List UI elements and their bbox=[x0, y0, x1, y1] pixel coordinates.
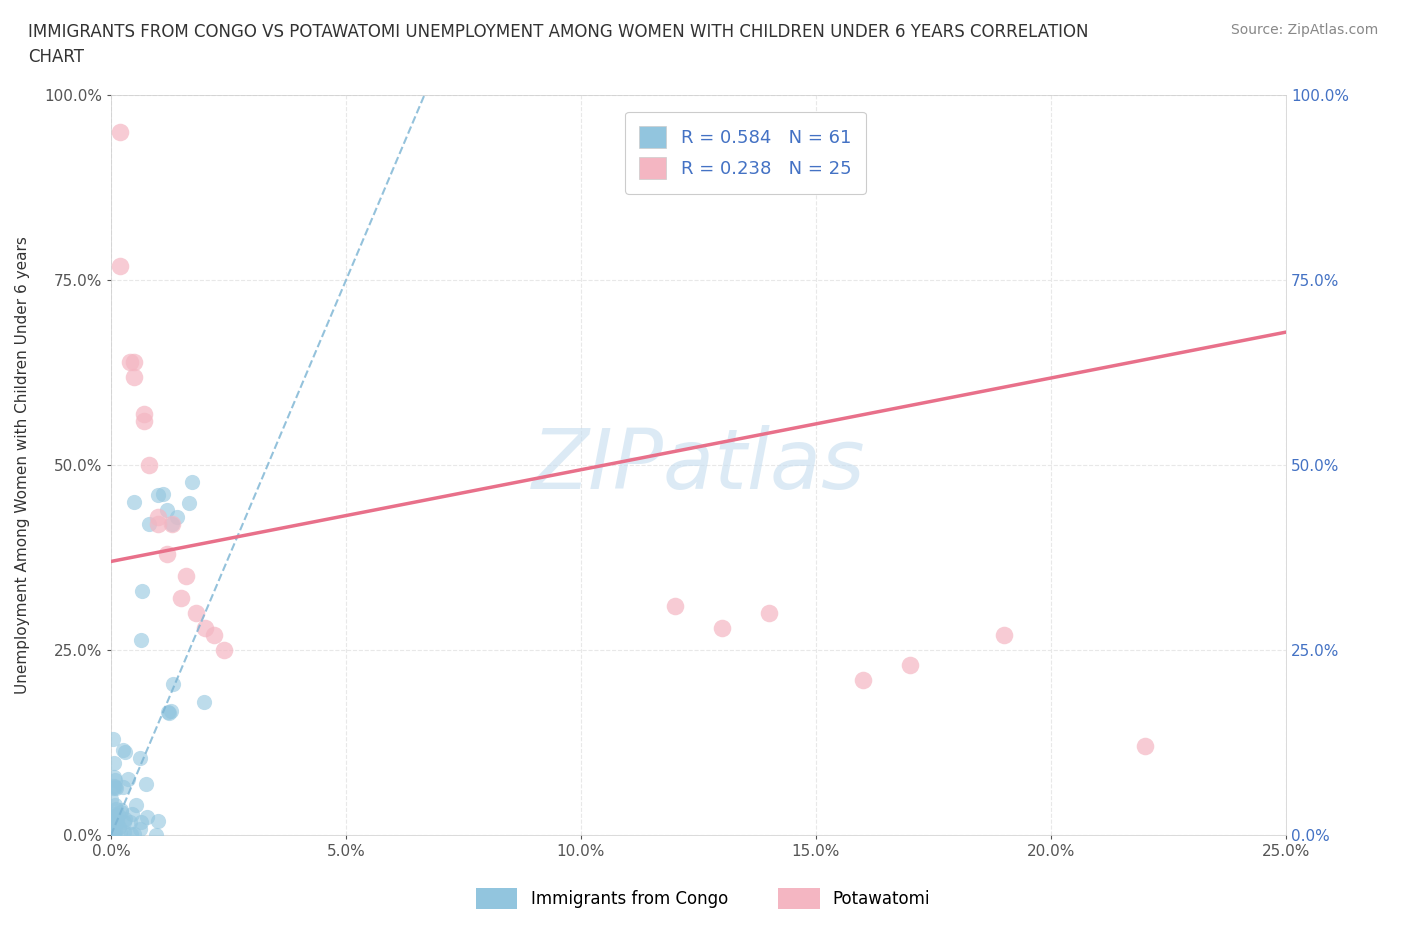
Text: Source: ZipAtlas.com: Source: ZipAtlas.com bbox=[1230, 23, 1378, 37]
Text: CHART: CHART bbox=[28, 48, 84, 66]
Point bbox=[156, 705, 179, 720]
Point bbox=[131, 583, 153, 598]
Point bbox=[104, 780, 127, 795]
Point bbox=[110, 259, 132, 273]
Legend: R = 0.584   N = 61, R = 0.238   N = 25: R = 0.584 N = 61, R = 0.238 N = 25 bbox=[624, 112, 866, 193]
Point bbox=[202, 628, 225, 643]
Point bbox=[125, 797, 148, 812]
Point bbox=[117, 772, 139, 787]
Point bbox=[146, 814, 169, 829]
Point bbox=[166, 510, 188, 525]
Point bbox=[103, 755, 125, 770]
Point bbox=[758, 605, 780, 620]
Point bbox=[993, 628, 1015, 643]
Point bbox=[112, 743, 135, 758]
Point bbox=[101, 821, 124, 836]
Point bbox=[128, 821, 150, 836]
Point bbox=[212, 643, 235, 658]
Point bbox=[132, 414, 155, 429]
Point bbox=[104, 816, 127, 830]
Point bbox=[177, 496, 200, 511]
Point bbox=[180, 475, 202, 490]
Point bbox=[104, 780, 127, 795]
Point bbox=[193, 695, 215, 710]
Point bbox=[114, 812, 136, 827]
Point bbox=[120, 827, 142, 842]
Point bbox=[104, 798, 127, 813]
Legend: Immigrants from Congo, Potawatomi: Immigrants from Congo, Potawatomi bbox=[467, 880, 939, 917]
Point bbox=[105, 814, 128, 829]
Point bbox=[124, 369, 146, 384]
Point bbox=[157, 706, 180, 721]
Point bbox=[136, 810, 159, 825]
Point bbox=[138, 517, 160, 532]
Point bbox=[160, 517, 183, 532]
Point bbox=[145, 828, 167, 843]
Point bbox=[110, 804, 132, 819]
Point bbox=[159, 703, 181, 718]
Point bbox=[162, 677, 184, 692]
Text: IMMIGRANTS FROM CONGO VS POTAWATOMI UNEMPLOYMENT AMONG WOMEN WITH CHILDREN UNDER: IMMIGRANTS FROM CONGO VS POTAWATOMI UNEM… bbox=[28, 23, 1088, 41]
Point bbox=[103, 778, 125, 793]
Point bbox=[124, 495, 146, 510]
Point bbox=[194, 620, 217, 635]
Point bbox=[146, 510, 169, 525]
Point bbox=[128, 751, 150, 765]
Point bbox=[146, 517, 169, 532]
Point bbox=[110, 803, 132, 817]
Point bbox=[152, 487, 174, 502]
Point bbox=[100, 824, 122, 839]
Point bbox=[135, 777, 157, 791]
Point bbox=[114, 745, 136, 760]
Point bbox=[132, 406, 155, 421]
Point bbox=[170, 591, 193, 605]
Point bbox=[112, 780, 135, 795]
Point bbox=[103, 770, 125, 785]
Point bbox=[100, 810, 122, 825]
Point bbox=[146, 487, 169, 502]
Point bbox=[103, 781, 125, 796]
Point bbox=[156, 502, 179, 517]
Point bbox=[124, 354, 146, 369]
Point bbox=[852, 672, 875, 687]
Point bbox=[122, 826, 145, 841]
Point bbox=[174, 569, 197, 584]
Text: ZIPatlas: ZIPatlas bbox=[531, 425, 865, 506]
Point bbox=[156, 547, 179, 562]
Point bbox=[184, 605, 207, 620]
Point bbox=[138, 458, 160, 472]
Point bbox=[104, 802, 127, 817]
Point bbox=[129, 633, 152, 648]
Point bbox=[103, 808, 125, 823]
Y-axis label: Unemployment Among Women with Children Under 6 years: Unemployment Among Women with Children U… bbox=[15, 236, 30, 694]
Point bbox=[100, 827, 122, 842]
Point bbox=[1133, 739, 1156, 754]
Point bbox=[104, 773, 127, 788]
Point bbox=[108, 819, 131, 834]
Point bbox=[112, 815, 135, 830]
Point bbox=[104, 825, 127, 840]
Point bbox=[160, 517, 183, 532]
Point bbox=[898, 658, 921, 672]
Point bbox=[664, 598, 686, 613]
Point bbox=[100, 791, 122, 806]
Point bbox=[103, 732, 125, 747]
Point bbox=[118, 815, 141, 830]
Point bbox=[110, 125, 132, 140]
Point bbox=[710, 620, 733, 635]
Point bbox=[112, 824, 135, 839]
Point bbox=[101, 806, 124, 821]
Point bbox=[110, 825, 132, 840]
Point bbox=[121, 806, 143, 821]
Point bbox=[129, 815, 152, 830]
Point bbox=[103, 826, 125, 841]
Point bbox=[107, 807, 129, 822]
Point bbox=[118, 354, 141, 369]
